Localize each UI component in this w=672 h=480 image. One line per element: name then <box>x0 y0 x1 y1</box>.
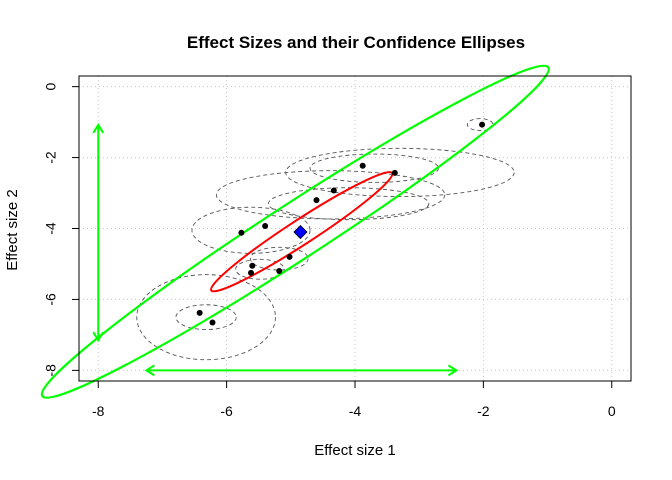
study-ellipse-7 <box>285 147 515 198</box>
prediction-ranges <box>92 123 459 377</box>
data-point-5 <box>286 253 293 260</box>
prediction-ellipse <box>40 64 550 399</box>
data-point-12 <box>479 121 486 128</box>
study-ellipse-4 <box>191 206 311 254</box>
data-point-6 <box>238 229 245 236</box>
data-point-1 <box>209 319 216 326</box>
study-ellipse-0 <box>175 304 237 331</box>
data-point-2 <box>249 262 256 269</box>
y-tick-label-2: -4 <box>43 222 59 235</box>
data-point-0 <box>196 309 203 316</box>
x-tick-label-3: -2 <box>477 403 490 419</box>
y-tick-label-1: -2 <box>43 151 59 164</box>
data-point-7 <box>262 223 269 230</box>
data-point-3 <box>248 269 255 276</box>
prediction-range-x-arrow-right <box>447 364 459 377</box>
data-point-9 <box>330 187 337 194</box>
grid <box>79 76 631 381</box>
data-points <box>196 121 486 326</box>
x-tick-label-1: -6 <box>220 403 233 419</box>
study-ellipse-6 <box>267 187 430 221</box>
study-ellipse-5 <box>215 170 446 220</box>
study-ellipse-9 <box>466 118 494 132</box>
chart-title: Effect Sizes and their Confidence Ellips… <box>187 33 525 52</box>
study-ellipse-1 <box>136 274 276 361</box>
prediction-range-x-arrow-left <box>144 364 155 377</box>
study-ellipse-3 <box>249 246 309 271</box>
x-axis-label: Effect size 1 <box>314 442 395 459</box>
y-axis-label: Effect size 2 <box>4 189 21 270</box>
y-tick-label-0: 0 <box>43 83 59 91</box>
x-axis: -8 -6 -4 -2 0 <box>92 380 616 419</box>
data-point-8 <box>313 197 320 204</box>
x-tick-label-0: -8 <box>92 403 105 419</box>
study-ellipses <box>136 118 515 361</box>
data-point-11 <box>391 169 398 176</box>
y-tick-label-3: -6 <box>43 293 59 306</box>
x-tick-label-4: 0 <box>608 403 616 419</box>
prediction-range-y-arrow-top <box>92 123 105 134</box>
summary-point <box>293 224 308 240</box>
x-tick-label-2: -4 <box>349 403 362 419</box>
study-ellipse-2 <box>235 258 285 280</box>
data-point-4 <box>276 268 283 275</box>
y-axis: 0 -2 -4 -6 -8 <box>43 83 80 377</box>
y-tick-label-4: -8 <box>43 364 59 377</box>
data-point-10 <box>359 162 366 169</box>
